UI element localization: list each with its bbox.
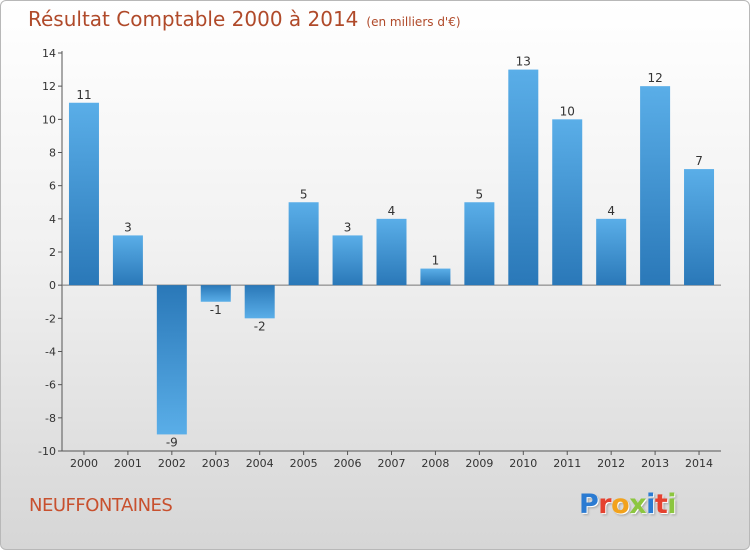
x-tick-label: 2012	[597, 457, 625, 470]
bar-2002	[156, 285, 187, 435]
bar-2007	[376, 218, 407, 286]
data-label: 1	[432, 254, 440, 268]
x-tick-label: 2008	[421, 457, 449, 470]
logo-letter: o	[611, 489, 630, 520]
x-tick-label: 2000	[70, 457, 98, 470]
y-tick-label: -2	[45, 312, 56, 325]
x-tick-label: 2007	[378, 457, 406, 470]
x-tick-label: 2013	[641, 457, 669, 470]
labels-layer: 11 3 -9 -1 -2 5 3 4 1 5 13 10 4 12 7	[76, 55, 703, 450]
logo-letter: r	[598, 489, 612, 520]
y-tick-label: 14	[42, 47, 56, 60]
bar-2001	[112, 235, 143, 286]
x-tick-label: 2010	[509, 457, 537, 470]
data-label: -9	[166, 435, 178, 449]
data-label: 13	[516, 55, 531, 69]
y-tick-label: 12	[42, 80, 56, 93]
y-tick-label: 2	[49, 246, 56, 259]
x-tick-label: 2005	[290, 457, 318, 470]
data-label: -1	[210, 303, 222, 317]
logo-letter: P	[579, 489, 599, 520]
y-tick-label: -10	[38, 445, 56, 458]
commune-name: NEUFFONTAINES	[29, 495, 173, 516]
y-tick-label: 10	[42, 113, 56, 126]
bar-2000	[68, 102, 99, 286]
bar-2004	[244, 285, 275, 319]
bar-2011	[552, 119, 583, 286]
y-tick-label: 0	[49, 279, 56, 292]
chart-unit: (en milliers d'€)	[366, 15, 461, 29]
logo-letter: x	[629, 489, 647, 520]
data-label: 3	[344, 220, 352, 234]
logo-letter: t	[654, 489, 668, 520]
bar-2003	[200, 285, 231, 302]
y-tick-label: -4	[45, 346, 56, 359]
y-tick-label: 6	[49, 180, 56, 193]
y-tick-label: 4	[49, 213, 56, 226]
logo-letter: i	[667, 489, 677, 520]
proxiti-logo: Proxiti	[579, 489, 677, 520]
x-tick-label: 2003	[202, 457, 230, 470]
data-label: 3	[124, 220, 132, 234]
data-label: 5	[476, 187, 484, 201]
y-tick-label: -8	[45, 412, 56, 425]
data-label: 12	[647, 71, 662, 85]
data-label: 5	[300, 187, 308, 201]
bar-2014	[684, 169, 715, 286]
data-label: 11	[76, 88, 91, 102]
x-tick-label: 2001	[114, 457, 142, 470]
data-label: -2	[254, 319, 266, 333]
x-tick-label: 2011	[553, 457, 581, 470]
x-tick-label: 2006	[334, 457, 362, 470]
x-tick-label: 2002	[158, 457, 186, 470]
y-tick-label: 8	[49, 147, 56, 160]
data-label: 7	[695, 154, 703, 168]
bar-2010	[508, 69, 539, 286]
chart-title-text: Résultat Comptable 2000 à 2014	[28, 7, 359, 31]
logo-letter: i	[646, 489, 655, 520]
x-tick-label: 2014	[685, 457, 713, 470]
bars-layer	[68, 69, 715, 435]
x-tick-label: 2009	[465, 457, 493, 470]
data-label: 4	[388, 204, 396, 218]
bar-2006	[332, 235, 363, 286]
bar-2008	[420, 268, 451, 286]
chart-title: Résultat Comptable 2000 à 2014 (en millie…	[28, 7, 461, 31]
bar-2005	[288, 202, 319, 286]
data-label: 10	[560, 104, 575, 118]
bar-2012	[596, 218, 627, 286]
data-label: 4	[607, 204, 615, 218]
y-tick-label: -6	[45, 379, 56, 392]
bar-2009	[464, 202, 495, 286]
x-tick-label: 2004	[246, 457, 274, 470]
bar-2013	[640, 86, 671, 286]
